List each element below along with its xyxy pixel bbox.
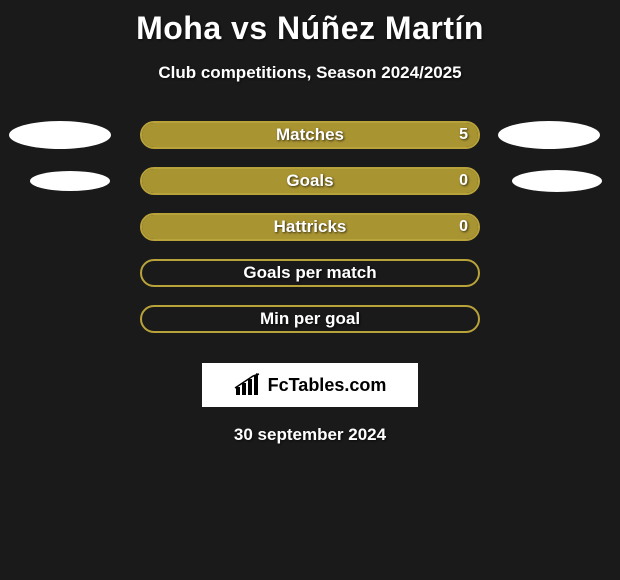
stat-bar-track: Goals per match	[140, 259, 480, 287]
stats-container: Matches5 Goals0 Hattricks0 Goals per match M…	[0, 121, 620, 333]
stat-row: Goals0	[0, 167, 620, 195]
stat-bar-track: Matches5	[140, 121, 480, 149]
stat-bar-fill-right	[142, 215, 478, 239]
stat-bar-track: Hattricks0	[140, 213, 480, 241]
bar-chart-icon	[234, 373, 262, 397]
stat-label: Min per goal	[142, 309, 478, 329]
right-player-marker	[512, 170, 602, 192]
left-player-marker	[30, 171, 110, 191]
date-line: 30 september 2024	[0, 425, 620, 445]
stat-row: Matches5	[0, 121, 620, 149]
stat-bar-fill-right	[142, 169, 478, 193]
stat-value-right: 0	[459, 172, 468, 190]
logo-text: FcTables.com	[268, 375, 387, 396]
stat-label: Goals per match	[142, 263, 478, 283]
page-subtitle: Club competitions, Season 2024/2025	[0, 63, 620, 83]
stat-value-right: 0	[459, 218, 468, 236]
stat-row: Hattricks0	[0, 213, 620, 241]
stat-bar-track: Min per goal	[140, 305, 480, 333]
right-player-marker	[498, 121, 600, 149]
stat-value-right: 5	[459, 126, 468, 144]
stat-bar-track: Goals0	[140, 167, 480, 195]
stat-row: Min per goal	[0, 305, 620, 333]
left-player-marker	[9, 121, 111, 149]
page-title: Moha vs Núñez Martín	[0, 0, 620, 47]
stat-bar-fill-right	[142, 123, 478, 147]
stat-row: Goals per match	[0, 259, 620, 287]
logo-box: FcTables.com	[202, 363, 418, 407]
